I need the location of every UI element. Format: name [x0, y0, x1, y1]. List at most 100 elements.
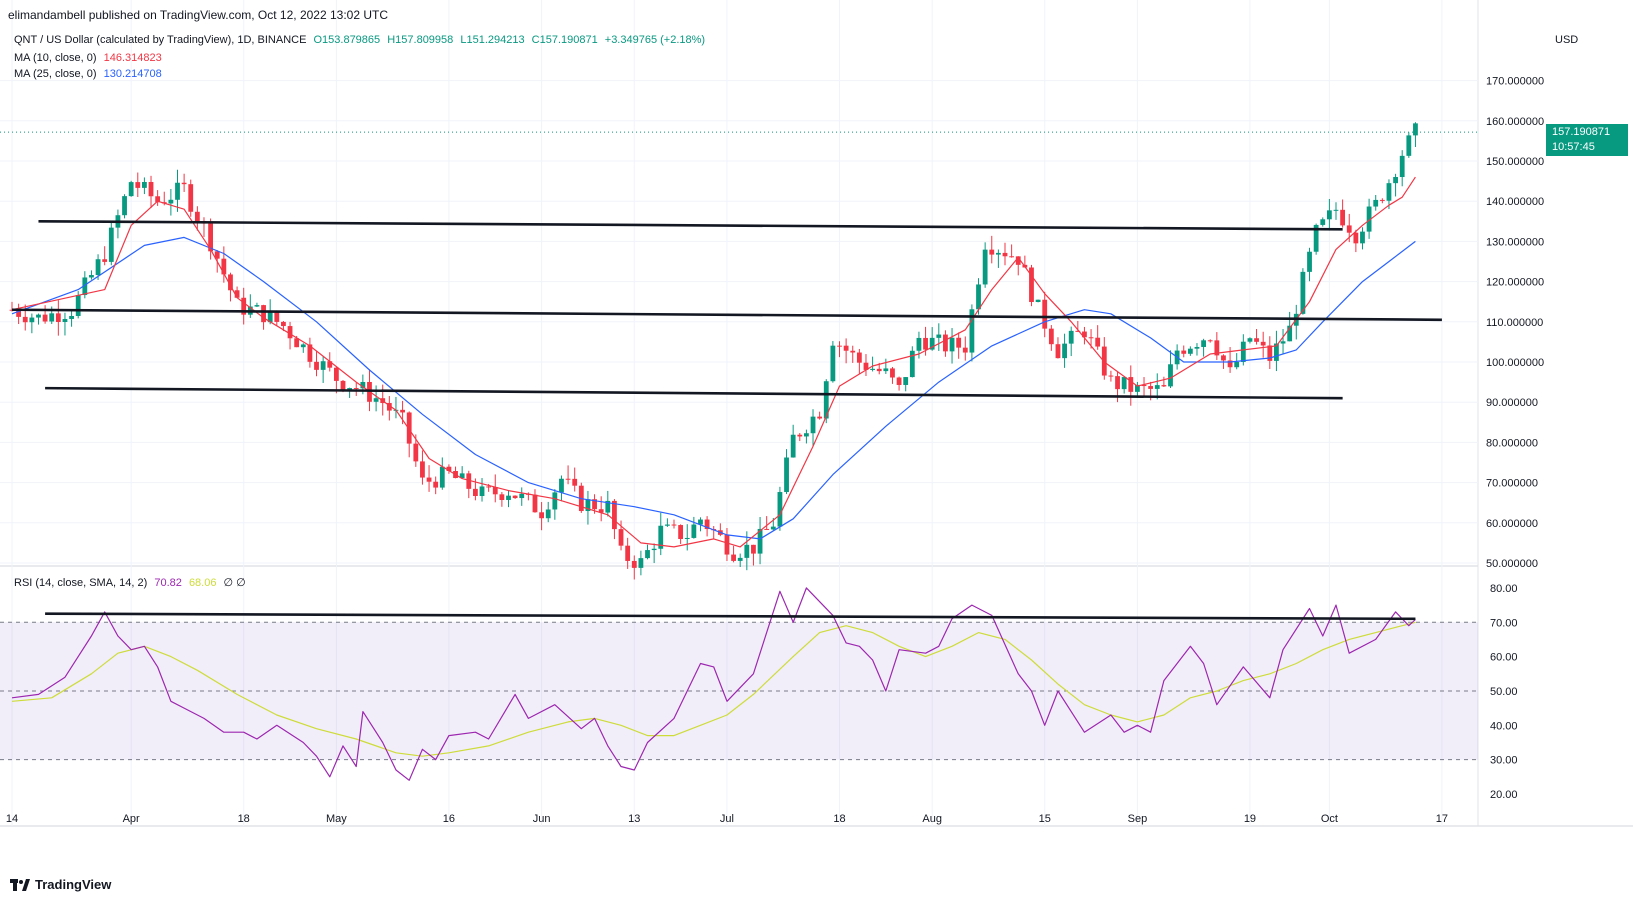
candle-body	[314, 361, 319, 370]
candle-body	[903, 377, 909, 385]
candle-body	[1386, 183, 1392, 201]
candle-body	[102, 259, 108, 262]
candle-body	[261, 305, 266, 323]
candle-body	[168, 199, 174, 204]
candle-body	[1201, 340, 1206, 347]
price-tick-label: 110.000000	[1486, 317, 1543, 329]
candle-body	[406, 412, 412, 444]
candle-body	[148, 182, 154, 197]
candle-body	[307, 344, 313, 362]
candle-body	[1194, 346, 1200, 349]
candle-body	[539, 512, 544, 519]
candle-body	[1320, 219, 1326, 225]
tradingview-logo-text: TradingView	[35, 877, 112, 892]
candle-body	[1009, 256, 1015, 258]
candle-body	[559, 478, 564, 493]
candle-body	[333, 367, 339, 381]
tradingview-logo-icon	[10, 878, 30, 891]
time-tick-label: 18	[238, 813, 250, 825]
candle-body	[519, 493, 525, 499]
candle-body	[1247, 338, 1253, 342]
time-tick-label: 13	[628, 813, 640, 825]
candle-body	[532, 494, 538, 513]
candle-body	[267, 311, 273, 323]
candle-body	[810, 416, 816, 434]
candle-body	[89, 275, 94, 278]
candle-body	[241, 297, 247, 315]
candle-body	[1082, 331, 1087, 338]
open-value: O153.879865	[313, 34, 381, 46]
candle-body	[1340, 209, 1346, 226]
candle-body	[1115, 376, 1120, 390]
rsi-extra: ∅ ∅	[223, 577, 246, 589]
candle-body	[1399, 155, 1405, 178]
candle-body	[612, 500, 617, 530]
price-tick-label: 90.000000	[1486, 397, 1538, 409]
candle-body	[1274, 343, 1279, 361]
candle-body	[194, 211, 200, 221]
rsi-tick-label: 40.00	[1490, 720, 1518, 732]
time-tick-label: 16	[443, 813, 455, 825]
candle-body	[817, 416, 823, 419]
rsi-legend: RSI (14, close, SMA, 14, 2) 70.82 68.06 …	[14, 576, 250, 589]
time-tick-label: Aug	[922, 813, 942, 825]
price-tick-label: 150.000000	[1486, 156, 1544, 168]
candle-body	[863, 362, 869, 370]
candle-body	[916, 337, 922, 351]
rsi-tick-label: 70.00	[1490, 617, 1518, 629]
candle-body	[770, 526, 776, 530]
candle-body	[347, 388, 353, 390]
candle-body	[353, 388, 359, 390]
candle-body	[55, 313, 61, 322]
rsi-trend-line	[45, 612, 1416, 621]
candle-body	[757, 528, 763, 554]
bar-countdown: 10:57:45	[1552, 141, 1595, 154]
time-tick-label: 14	[6, 813, 18, 825]
candle-body	[936, 334, 942, 338]
candle-body	[82, 277, 88, 296]
candle-body	[1108, 375, 1114, 377]
candle-body	[962, 347, 968, 353]
price-tick-label: 70.000000	[1486, 478, 1538, 490]
candle-body	[433, 481, 439, 488]
candle-body	[1393, 177, 1398, 184]
time-tick-label: Apr	[123, 813, 140, 825]
candle-body	[69, 315, 74, 319]
candle-body	[1121, 377, 1127, 390]
candle-body	[790, 434, 796, 458]
candle-body	[856, 352, 862, 363]
ma25-line	[11, 236, 1416, 540]
price-tick-label: 170.000000	[1486, 76, 1544, 88]
candle-body	[62, 318, 68, 322]
candle-body	[234, 290, 240, 298]
candle-body	[704, 519, 710, 530]
candle-body	[1148, 386, 1154, 389]
candle-body	[605, 500, 611, 513]
rsi-sma-line	[11, 621, 1416, 757]
candle-body	[890, 368, 895, 378]
candle-body	[1035, 299, 1041, 303]
candle-body	[545, 509, 551, 519]
candle-body	[1360, 231, 1365, 244]
candle-body	[254, 305, 260, 307]
candle-body	[671, 524, 677, 526]
candle-body	[486, 486, 492, 488]
candle-body	[36, 314, 41, 318]
candle-body	[1379, 199, 1385, 201]
candle-body	[16, 309, 22, 317]
candle-body	[565, 478, 571, 480]
candle-body	[678, 525, 684, 540]
candle-body	[1214, 340, 1220, 356]
candle-body	[1221, 355, 1226, 361]
candle-body	[989, 249, 995, 255]
candle-body	[645, 550, 650, 559]
support-resistance-line	[38, 220, 1343, 231]
candle-body	[439, 466, 445, 488]
candle-body	[1313, 224, 1319, 252]
candle-body	[982, 249, 988, 285]
candle-body	[751, 544, 756, 554]
tradingview-logo[interactable]: TradingView	[10, 877, 111, 892]
high-value: H157.809958	[387, 34, 454, 46]
candle-body	[823, 381, 829, 419]
